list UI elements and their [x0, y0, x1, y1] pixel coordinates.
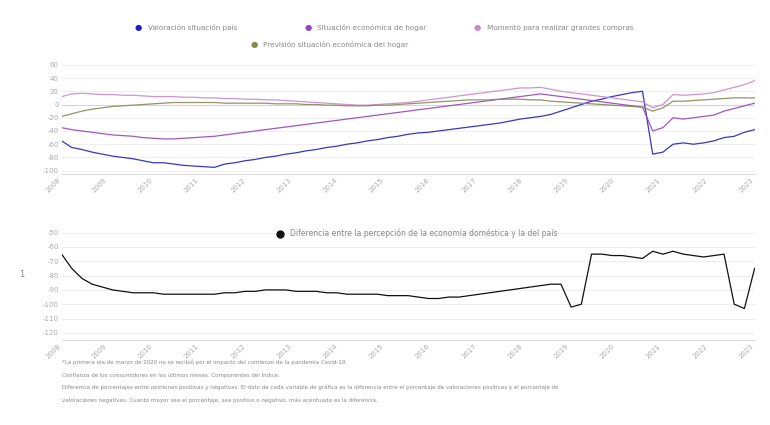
Text: Diferencia de porcentajes entre opiniones positivas y negativas. El dato de cada: Diferencia de porcentajes entre opinione…: [62, 385, 558, 390]
Text: *La primera ola de marzo de 2020 no se recibió por el impacto del comienzo de la: *La primera ola de marzo de 2020 no se r…: [62, 359, 346, 365]
Text: ●: ●: [304, 23, 312, 32]
Text: ●: ●: [250, 40, 258, 49]
Text: Diferencia entre la percepción de la economía doméstica y la del país: Diferencia entre la percepción de la eco…: [290, 229, 557, 238]
Text: Confianza de los consumidores en los últimos meses. Componentes del Índice.: Confianza de los consumidores en los últ…: [62, 372, 280, 378]
Text: ●: ●: [135, 23, 142, 32]
Text: Previsión situación económica del hogar: Previsión situación económica del hogar: [263, 41, 408, 48]
Text: Valoración situación país: Valoración situación país: [148, 24, 237, 31]
Text: Momento para realizar grandes compras: Momento para realizar grandes compras: [487, 25, 633, 31]
Text: ●: ●: [474, 23, 481, 32]
Text: valoraciones negativas. Cuanto mayor sea el porcentaje, sea positivo o negativo,: valoraciones negativas. Cuanto mayor sea…: [62, 397, 377, 403]
Text: Situación económica de hogar: Situación económica de hogar: [317, 24, 427, 31]
Text: 1: 1: [19, 269, 25, 279]
